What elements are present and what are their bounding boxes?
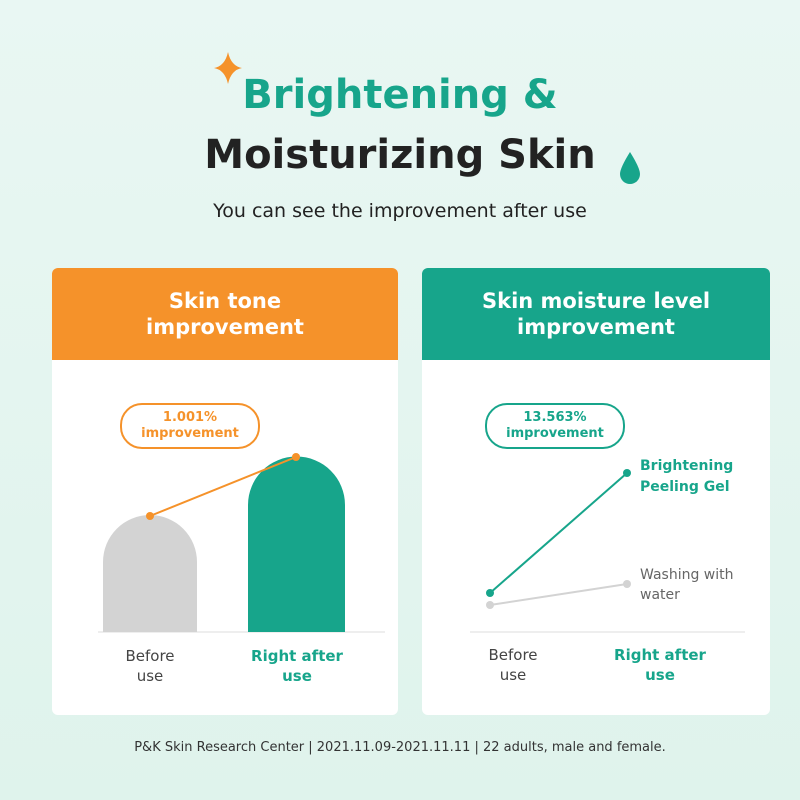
- x-label: Before use: [125, 647, 175, 685]
- legend-entry: Washing with water: [640, 567, 734, 603]
- bar-before: [103, 515, 197, 632]
- gel-point: [486, 589, 494, 597]
- trend-point: [146, 512, 154, 520]
- subtitle: You can see the improvement after use: [213, 200, 587, 222]
- x-label: Before use: [488, 646, 538, 684]
- trend-line: [149, 456, 297, 517]
- sparkle: [214, 52, 242, 84]
- x-label: Right after use: [251, 647, 343, 685]
- panel-title: Skin tone improvement: [146, 289, 304, 339]
- title-line: Brightening &: [242, 72, 558, 118]
- x-label: Right after use: [614, 646, 706, 684]
- gel-line: [489, 472, 628, 594]
- gel-point: [623, 469, 631, 477]
- panel-header: Skin tone improvement: [52, 268, 398, 360]
- drop: [620, 152, 640, 184]
- panel-header: Skin moisture level improvement: [422, 268, 770, 360]
- annotation: 13.563% improvement: [485, 403, 625, 449]
- trend-point: [292, 453, 300, 461]
- annotation: 1.001% improvement: [120, 403, 260, 449]
- annotation-text: 1.001% improvement: [141, 410, 239, 441]
- footer: P&K Skin Research Center | 2021.11.09-20…: [134, 740, 666, 755]
- annotation-text: 13.563% improvement: [506, 410, 604, 441]
- panel-title: Skin moisture level improvement: [481, 289, 711, 339]
- title-line: Moisturizing Skin: [204, 132, 596, 178]
- bar-after: [248, 456, 345, 632]
- water-point: [486, 601, 494, 609]
- water-point: [623, 580, 631, 588]
- water-line: [489, 583, 628, 606]
- legend-entry: Brightening Peeling Gel: [640, 458, 734, 495]
